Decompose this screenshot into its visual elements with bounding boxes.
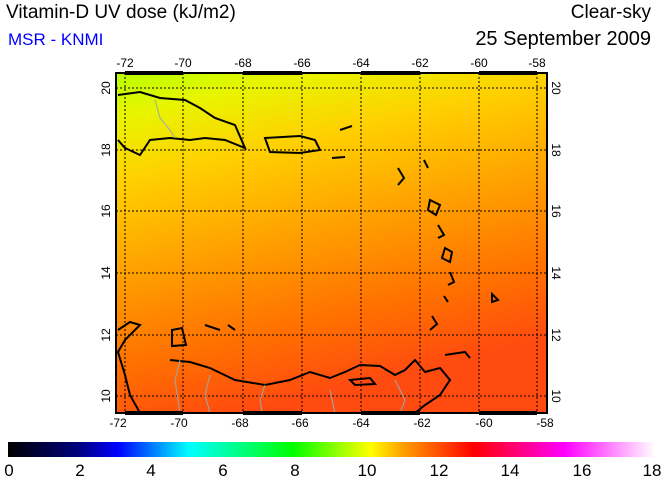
frame-ticks xyxy=(125,71,537,415)
colorbar-label: 16 xyxy=(573,461,592,480)
lon-label: -58 xyxy=(536,416,554,430)
lon-label: -62 xyxy=(411,56,429,70)
colorbar-label: 4 xyxy=(146,461,155,480)
lon-label: -70 xyxy=(170,416,188,430)
colorbar-label: 12 xyxy=(430,461,449,480)
lon-label: -60 xyxy=(475,416,493,430)
lon-label: -72 xyxy=(109,416,127,430)
lat-label: 20 xyxy=(99,81,113,95)
date-label: 25 September 2009 xyxy=(475,28,651,50)
map-title: Vitamin-D UV dose (kJ/m2) xyxy=(6,2,236,23)
colorbar-labels: 0 2 4 6 8 10 12 14 16 18 xyxy=(4,461,661,480)
lon-label: -72 xyxy=(116,56,134,70)
colorbar-label: 10 xyxy=(358,461,377,480)
lat-label: 16 xyxy=(549,204,563,218)
lat-label: 12 xyxy=(99,328,113,342)
colorbar-label: 8 xyxy=(290,461,299,480)
lat-label: 20 xyxy=(549,81,563,95)
lon-label: -62 xyxy=(413,416,431,430)
lon-label: -68 xyxy=(234,56,252,70)
colorbar-label: 2 xyxy=(75,461,84,480)
colorbar-label: 0 xyxy=(4,461,13,480)
colorbar-label: 6 xyxy=(218,461,227,480)
lat-label: 18 xyxy=(549,143,563,157)
lat-labels-right: 20 18 16 14 12 10 xyxy=(549,81,563,403)
lat-label: 16 xyxy=(99,204,113,218)
lon-label: -70 xyxy=(174,56,192,70)
lat-label: 10 xyxy=(99,389,113,403)
map-frame xyxy=(115,72,548,414)
map-panel xyxy=(115,71,548,415)
lat-label: 12 xyxy=(549,328,563,342)
uv-field xyxy=(116,73,547,413)
coastlines xyxy=(116,90,500,414)
source-label: MSR - KNMI xyxy=(8,30,104,49)
lat-label: 10 xyxy=(549,389,563,403)
lat-label: 18 xyxy=(99,143,113,157)
graticule xyxy=(116,73,547,413)
lon-label: -60 xyxy=(470,56,488,70)
lon-labels-top: -72 -70 -68 -66 -64 -62 -60 -58 xyxy=(116,56,546,70)
colorbar xyxy=(8,442,655,457)
lon-label: -66 xyxy=(293,56,311,70)
condition-label: Clear-sky xyxy=(570,2,651,23)
borders xyxy=(154,99,406,414)
lat-labels-left: 20 18 16 14 12 10 xyxy=(99,81,113,403)
colorbar-label: 14 xyxy=(501,461,520,480)
lat-label: 14 xyxy=(99,266,113,280)
lon-label: -66 xyxy=(291,416,309,430)
lon-label: -64 xyxy=(352,56,370,70)
lat-label: 14 xyxy=(549,266,563,280)
colorbar-label: 18 xyxy=(643,461,662,480)
lon-label: -58 xyxy=(528,56,546,70)
lon-labels-bottom: -72 -70 -68 -66 -64 -62 -60 -58 xyxy=(109,416,554,430)
lon-label: -64 xyxy=(352,416,370,430)
lon-label: -68 xyxy=(231,416,249,430)
